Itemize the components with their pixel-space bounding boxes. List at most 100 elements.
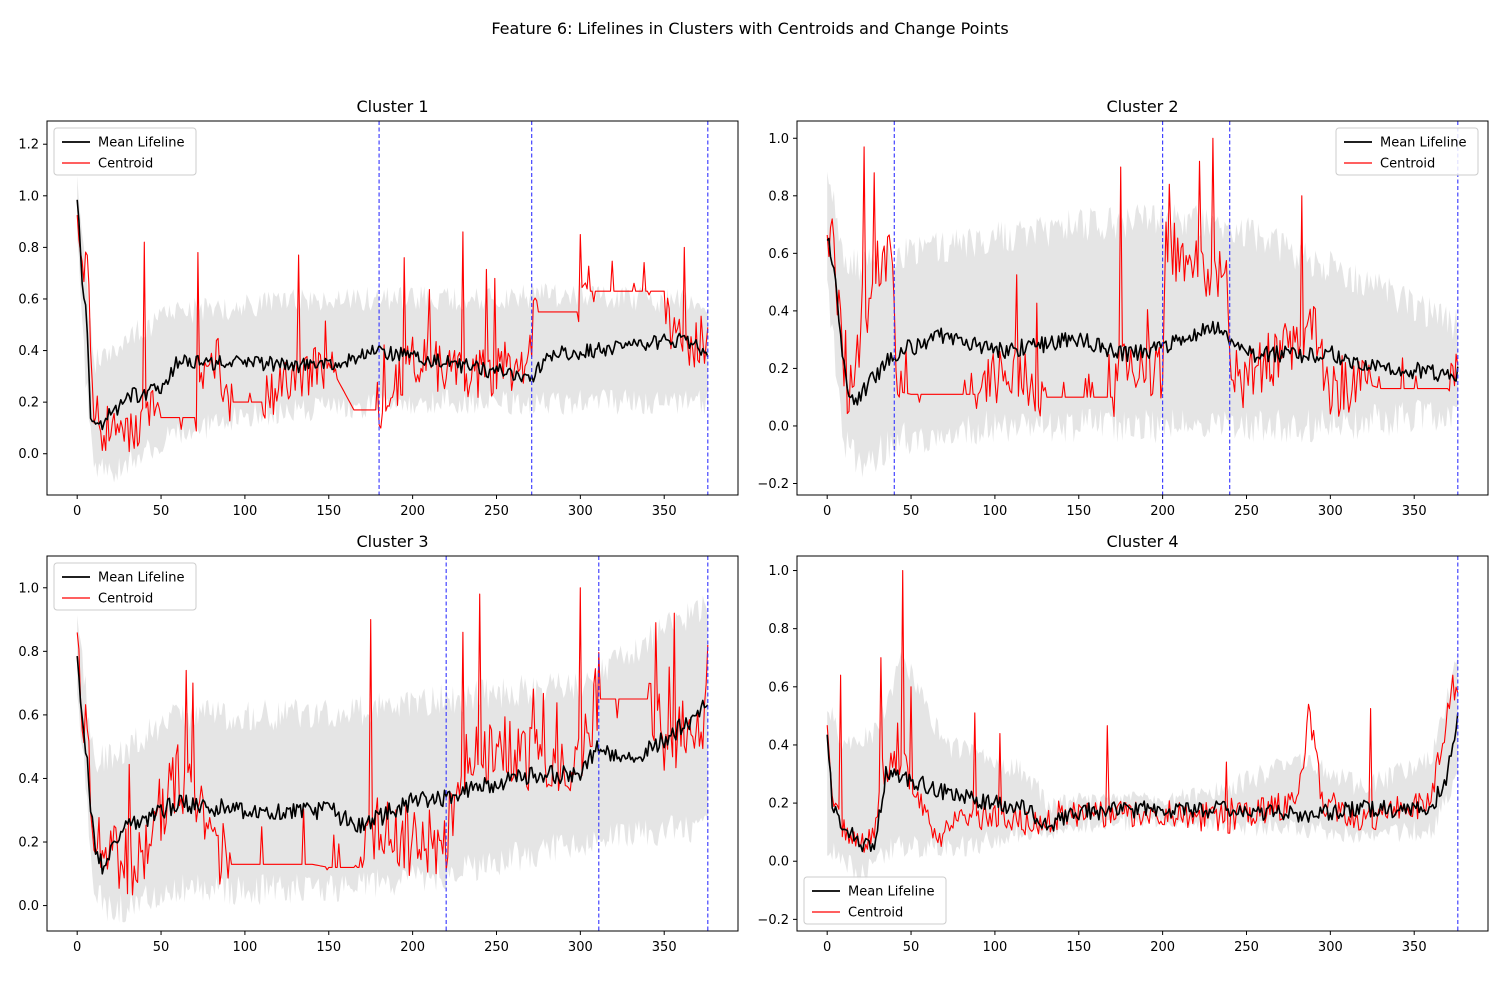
x-tick-label: 150	[316, 940, 341, 955]
legend: Mean Lifeline Centroid	[1335, 127, 1479, 176]
x-tick-label: 350	[652, 504, 677, 519]
legend-label-centroid: Centroid	[848, 906, 903, 921]
y-tick-label: 0.4	[768, 738, 789, 753]
x-tick-label: 200	[1150, 504, 1175, 519]
x-tick-label: 250	[484, 940, 509, 955]
x-tick-label: 100	[232, 504, 257, 519]
x-tick-label: 300	[568, 504, 593, 519]
x-tick-label: 250	[1234, 504, 1259, 519]
std-band	[827, 171, 1458, 478]
subplot-title: Cluster 4	[1106, 532, 1178, 551]
y-tick-label: 0.6	[768, 680, 789, 695]
x-tick-label: 50	[153, 940, 170, 955]
x-tick-label: 50	[903, 504, 920, 519]
x-tick-label: 200	[400, 504, 425, 519]
y-tick-label: 0.2	[768, 362, 789, 377]
y-tick-label: 0.2	[18, 396, 39, 411]
x-tick-label: 300	[1318, 940, 1343, 955]
y-tick-label: 1.0	[18, 581, 39, 596]
x-tick-label: 150	[1066, 504, 1091, 519]
std-band	[77, 175, 708, 483]
std-band	[827, 652, 1458, 881]
y-tick-label: 0.8	[768, 189, 789, 204]
x-tick-label: 0	[73, 940, 81, 955]
x-tick-label: 50	[153, 504, 170, 519]
y-tick-label: 0.6	[18, 708, 39, 723]
x-tick-label: 300	[1318, 504, 1343, 519]
subplot-cluster-3: 0 50 100 150 200 250 300 350 0.0 0.2 0.4 0.6 0.8 1.0 C…	[18, 532, 739, 955]
x-tick-label: 0	[823, 940, 831, 955]
subplot-cluster-4: 0 50 100 150 200 250 300 350 −0.2 0.0 0.2 0.4 0.6 0.8…	[757, 532, 1489, 955]
x-tick-label: 0	[73, 504, 81, 519]
x-tick-label: 200	[1150, 940, 1175, 955]
legend-label-centroid: Centroid	[98, 157, 153, 172]
subplot-title: Cluster 1	[356, 97, 428, 116]
mean-lifeline	[76, 199, 709, 431]
y-tick-label: 0.4	[18, 344, 39, 359]
mean-lifeline	[826, 237, 1459, 406]
y-tick-label: 0.0	[18, 899, 39, 914]
x-tick-label: 250	[484, 504, 509, 519]
y-tick-label: 0.6	[18, 292, 39, 307]
subplot-cluster-1: 0 50 100 150 200 250 300 350 0.0 0.2 0.4 0.6 0.8 1.0 1…	[18, 97, 739, 519]
mean-lifeline	[826, 712, 1459, 853]
plot-area	[76, 121, 709, 495]
legend-label-mean: Mean Lifeline	[1380, 136, 1466, 151]
y-tick-label: −0.2	[757, 913, 789, 928]
x-tick-label: 100	[982, 940, 1007, 955]
y-tick-label: 0.4	[18, 772, 39, 787]
y-tick-label: −0.2	[757, 477, 789, 492]
y-tick-label: 0.4	[768, 304, 789, 319]
y-tick-label: 1.2	[18, 138, 39, 153]
x-tick-label: 150	[316, 504, 341, 519]
y-tick-label: 1.0	[18, 189, 39, 204]
axes-frame	[46, 120, 739, 496]
plot-area	[826, 121, 1459, 495]
std-band	[77, 595, 708, 923]
centroid-line	[826, 137, 1459, 417]
subplot-grid: 0 50 100 150 200 250 300 350 0.0 0.2 0.4 0.6 0.8 1.0 1…	[18, 97, 1489, 955]
x-tick-label: 300	[568, 940, 593, 955]
legend-label-mean: Mean Lifeline	[98, 136, 184, 151]
legend: Mean Lifeline Centroid	[53, 127, 197, 176]
y-tick-label: 0.8	[18, 241, 39, 256]
axes-frame	[796, 555, 1489, 932]
y-tick-label: 0.6	[768, 247, 789, 262]
centroid-line	[826, 569, 1459, 853]
y-tick-label: 1.0	[768, 564, 789, 579]
legend: Mean Lifeline Centroid	[803, 876, 947, 925]
legend: Mean Lifeline Centroid	[53, 562, 197, 611]
x-tick-label: 250	[1234, 940, 1259, 955]
x-tick-label: 350	[1402, 504, 1427, 519]
subplot-title: Cluster 2	[1106, 97, 1178, 116]
y-tick-label: 0.0	[18, 447, 39, 462]
subplot-title: Cluster 3	[356, 532, 428, 551]
y-tick-label: 0.0	[768, 419, 789, 434]
legend-label-mean: Mean Lifeline	[98, 571, 184, 586]
x-tick-label: 50	[903, 940, 920, 955]
y-tick-label: 0.2	[768, 797, 789, 812]
centroid-line	[76, 587, 709, 896]
y-tick-label: 0.0	[768, 855, 789, 870]
plot-area	[76, 556, 709, 931]
legend-label-centroid: Centroid	[1380, 157, 1435, 172]
centroid-line	[76, 215, 709, 453]
plot-area	[826, 556, 1459, 931]
legend-label-mean: Mean Lifeline	[848, 885, 934, 900]
x-tick-label: 0	[823, 504, 831, 519]
subplot-cluster-2: 0 50 100 150 200 250 300 350 −0.2 0.0 0.2 0.4 0.6 0.8…	[757, 97, 1489, 519]
y-tick-label: 1.0	[768, 132, 789, 147]
x-tick-label: 350	[652, 940, 677, 955]
y-tick-label: 0.8	[18, 645, 39, 660]
x-tick-label: 350	[1402, 940, 1427, 955]
x-tick-label: 150	[1066, 940, 1091, 955]
x-tick-label: 200	[400, 940, 425, 955]
axes-frame	[46, 555, 739, 932]
y-tick-label: 0.2	[18, 836, 39, 851]
y-tick-label: 0.8	[768, 622, 789, 637]
x-tick-label: 100	[232, 940, 257, 955]
legend-label-centroid: Centroid	[98, 592, 153, 607]
mean-lifeline	[76, 656, 709, 875]
x-tick-label: 100	[982, 504, 1007, 519]
